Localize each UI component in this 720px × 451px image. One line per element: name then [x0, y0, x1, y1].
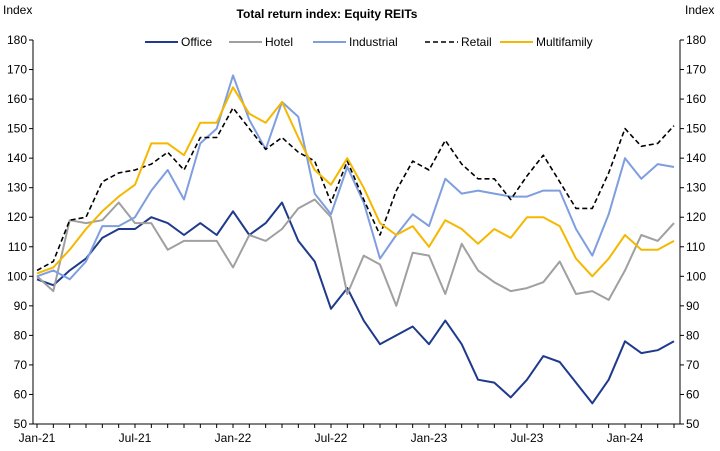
y-tick-label-left: 100 — [7, 269, 27, 283]
chart-title: Total return index: Equity REITs — [237, 7, 418, 21]
legend-label-retail: Retail — [461, 35, 492, 49]
legend-label-multifamily: Multifamily — [536, 35, 593, 49]
legend: Office Hotel Industrial Retail Multifamily — [145, 35, 593, 49]
y-tick-label-right: 100 — [686, 269, 706, 283]
y-tick-label-left: 110 — [8, 240, 27, 254]
series-lines — [36, 74, 675, 405]
x-tick-label: Jan-23 — [411, 431, 448, 445]
series-line-retail — [36, 107, 675, 272]
y-tick-label-right: 110 — [686, 240, 705, 254]
y-tick-label-left: 60 — [14, 387, 28, 401]
legend-label-industrial: Industrial — [349, 35, 398, 49]
y-tick-label-left: 80 — [14, 328, 28, 342]
y-tick-label-left: 140 — [7, 151, 27, 165]
y-tick-label-left: 170 — [7, 63, 27, 77]
x-tick-label: Jul-23 — [511, 431, 544, 445]
y-tick-label-right: 150 — [686, 122, 706, 136]
x-tick-label: Jan-22 — [215, 431, 252, 445]
x-tick-label: Jul-22 — [315, 431, 348, 445]
series-line-hotel — [36, 198, 675, 307]
y-tick-label-left: 130 — [7, 181, 27, 195]
y-axis-label-left: Index — [3, 3, 32, 17]
y-tick-label-right: 60 — [686, 387, 700, 401]
x-tick-label: Jul-21 — [119, 431, 152, 445]
y-axis-label-right: Index — [685, 3, 714, 17]
y-tick-label-left: 180 — [7, 33, 27, 47]
series-line-industrial — [36, 74, 675, 281]
y-tick-label-right: 140 — [686, 151, 706, 165]
legend-label-hotel: Hotel — [265, 35, 293, 49]
y-tick-label-left: 50 — [14, 417, 28, 431]
x-tick-label: Jan-24 — [607, 431, 644, 445]
y-tick-label-right: 90 — [686, 299, 700, 313]
y-tick-label-right: 160 — [686, 92, 706, 106]
y-tick-label-right: 180 — [686, 33, 706, 47]
y-tick-label-left: 120 — [7, 210, 27, 224]
y-tick-label-right: 170 — [686, 63, 706, 77]
y-tick-label-left: 160 — [7, 92, 27, 106]
axes: 50 50 60 60 70 70 80 80 90 90 100 100 110 110 120 120 13… — [7, 33, 706, 445]
series-line-multifamily — [36, 86, 675, 278]
y-tick-label-right: 80 — [686, 328, 700, 342]
y-tick-label-right: 120 — [686, 210, 706, 224]
legend-label-office: Office — [181, 35, 212, 49]
y-tick-label-right: 50 — [686, 417, 700, 431]
y-tick-label-left: 70 — [14, 358, 28, 372]
x-tick-label: Jan-21 — [19, 431, 56, 445]
y-tick-label-left: 150 — [7, 122, 27, 136]
y-tick-label-right: 70 — [686, 358, 700, 372]
y-tick-label-left: 90 — [14, 299, 28, 313]
y-tick-label-right: 130 — [686, 181, 706, 195]
